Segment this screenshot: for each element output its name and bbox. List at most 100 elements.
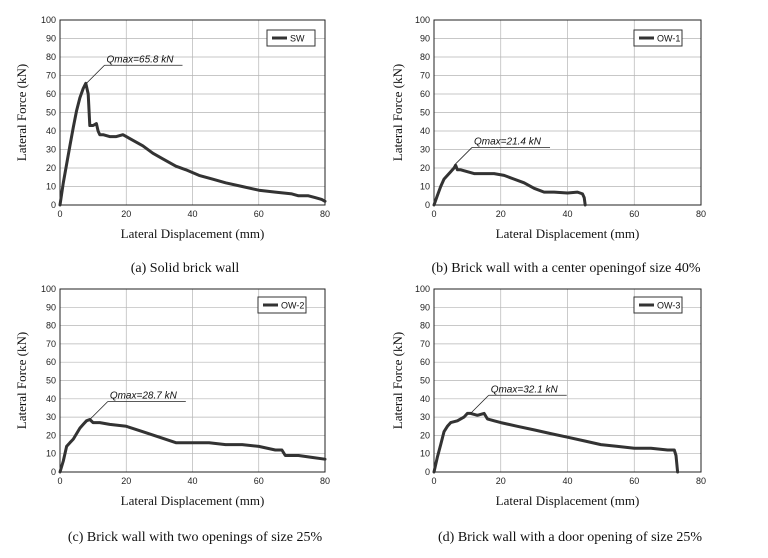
peak-annotation: Qmax=65.8 kN xyxy=(86,54,183,84)
y-tick-label: 70 xyxy=(46,71,56,81)
y-tick-label: 80 xyxy=(46,321,56,331)
y-axis-label: Lateral Force (kN) xyxy=(14,64,29,161)
legend-label: SW xyxy=(290,34,305,44)
legend-box xyxy=(266,29,316,47)
y-tick-label: 0 xyxy=(425,467,430,477)
y-tick-label: 90 xyxy=(46,302,56,312)
y-tick-label: 20 xyxy=(420,430,430,440)
plot-frame xyxy=(433,19,702,206)
y-axis-label: Lateral Force (kN) xyxy=(390,332,405,429)
y-tick-label: 80 xyxy=(46,52,56,62)
chart-panel-2: 0 10 20 30 40 50 60 70 80 90 100 0 20 40 60 80 Lateral D… xyxy=(390,15,706,276)
peak-annotation: Qmax=28.7 kN xyxy=(89,390,186,420)
series-line xyxy=(58,81,327,207)
y-tick-label: 10 xyxy=(420,449,430,459)
legend: OW-1 xyxy=(633,29,683,47)
series-line xyxy=(432,163,587,207)
y-tick-label: 20 xyxy=(46,163,56,173)
x-tick-label: 60 xyxy=(629,476,639,486)
annotation-text: Qmax=32.1 kN xyxy=(491,384,559,395)
y-tick-label: 30 xyxy=(420,145,430,155)
y-tick-label: 10 xyxy=(46,449,56,459)
y-tick-label: 100 xyxy=(41,284,56,294)
legend-box xyxy=(257,296,307,314)
x-axis-label: Lateral Displacement (mm) xyxy=(496,226,640,241)
y-tick-label: 70 xyxy=(46,339,56,349)
legend-box xyxy=(633,29,683,47)
panel-caption: (d) Brick wall with a door opening of si… xyxy=(438,530,702,545)
legend-box xyxy=(633,296,683,314)
y-tick-label: 100 xyxy=(415,15,430,25)
peak-annotation: Qmax=21.4 kN xyxy=(453,136,551,166)
x-tick-label: 20 xyxy=(121,209,131,219)
y-tick-label: 40 xyxy=(46,126,56,136)
y-tick-label: 40 xyxy=(420,394,430,404)
chart-panel-4: 0 10 20 30 40 50 60 70 80 90 100 0 20 40 60 80 Lateral D… xyxy=(390,284,706,545)
annotation-text: Qmax=21.4 kN xyxy=(474,136,542,147)
y-tick-label: 70 xyxy=(420,71,430,81)
y-tick-label: 80 xyxy=(420,52,430,62)
x-tick-label: 80 xyxy=(320,209,330,219)
x-tick-label: 40 xyxy=(562,209,572,219)
y-tick-label: 60 xyxy=(46,357,56,367)
y-tick-label: 100 xyxy=(415,284,430,294)
y-tick-label: 50 xyxy=(46,108,56,118)
legend-label: OW-3 xyxy=(657,301,680,311)
x-tick-label: 80 xyxy=(696,209,706,219)
legend-label: OW-2 xyxy=(281,301,304,311)
x-tick-label: 60 xyxy=(629,209,639,219)
peak-annotation: Qmax=32.1 kN xyxy=(470,384,567,414)
x-tick-label: 80 xyxy=(696,476,706,486)
panel-caption: (c) Brick wall with two openings of size… xyxy=(68,530,323,545)
y-tick-label: 70 xyxy=(420,339,430,349)
x-tick-label: 0 xyxy=(431,476,436,486)
series-line xyxy=(432,411,680,474)
legend-label: OW-1 xyxy=(657,34,680,44)
y-tick-label: 60 xyxy=(420,357,430,367)
y-tick-label: 90 xyxy=(420,34,430,44)
x-tick-label: 40 xyxy=(562,476,572,486)
legend: OW-2 xyxy=(257,296,307,314)
y-tick-label: 90 xyxy=(420,302,430,312)
chart-panel-3: 0 10 20 30 40 50 60 70 80 90 100 0 20 40 60 80 Lateral D… xyxy=(14,284,330,545)
y-tick-label: 60 xyxy=(420,89,430,99)
x-tick-label: 20 xyxy=(496,476,506,486)
y-tick-label: 90 xyxy=(46,34,56,44)
y-tick-label: 50 xyxy=(46,376,56,386)
y-tick-label: 0 xyxy=(51,200,56,210)
y-tick-label: 50 xyxy=(420,376,430,386)
x-tick-label: 0 xyxy=(57,476,62,486)
series-line xyxy=(58,418,327,474)
annotation-text: Qmax=28.7 kN xyxy=(110,390,178,401)
x-tick-label: 60 xyxy=(254,209,264,219)
y-tick-label: 20 xyxy=(46,430,56,440)
x-tick-label: 20 xyxy=(496,209,506,219)
y-tick-label: 30 xyxy=(46,145,56,155)
y-tick-label: 100 xyxy=(41,15,56,25)
y-tick-label: 80 xyxy=(420,321,430,331)
plot-frame xyxy=(59,288,326,473)
annotation-leader xyxy=(86,64,105,84)
x-tick-label: 20 xyxy=(121,476,131,486)
y-tick-label: 60 xyxy=(46,89,56,99)
y-tick-label: 30 xyxy=(420,412,430,422)
legend: SW xyxy=(266,29,316,47)
x-axis-label: Lateral Displacement (mm) xyxy=(121,493,265,508)
x-tick-label: 40 xyxy=(187,476,197,486)
annotation-text: Qmax=65.8 kN xyxy=(107,54,175,65)
y-tick-label: 10 xyxy=(46,182,56,192)
x-tick-label: 40 xyxy=(187,209,197,219)
panel-caption: (b) Brick wall with a center openingof s… xyxy=(431,261,700,276)
chart-panel-1: 0 10 20 30 40 50 60 70 80 90 100 0 20 40 60 80 Lateral D… xyxy=(14,15,330,276)
y-tick-label: 10 xyxy=(420,182,430,192)
panel-caption: (a) Solid brick wall xyxy=(131,261,240,276)
y-tick-label: 40 xyxy=(46,394,56,404)
y-tick-label: 0 xyxy=(51,467,56,477)
legend: OW-3 xyxy=(633,296,683,314)
annotation-leader xyxy=(470,394,489,414)
y-tick-label: 50 xyxy=(420,108,430,118)
plot-frame xyxy=(433,288,702,473)
y-axis-label: Lateral Force (kN) xyxy=(390,64,405,161)
y-axis-label: Lateral Force (kN) xyxy=(14,332,29,429)
